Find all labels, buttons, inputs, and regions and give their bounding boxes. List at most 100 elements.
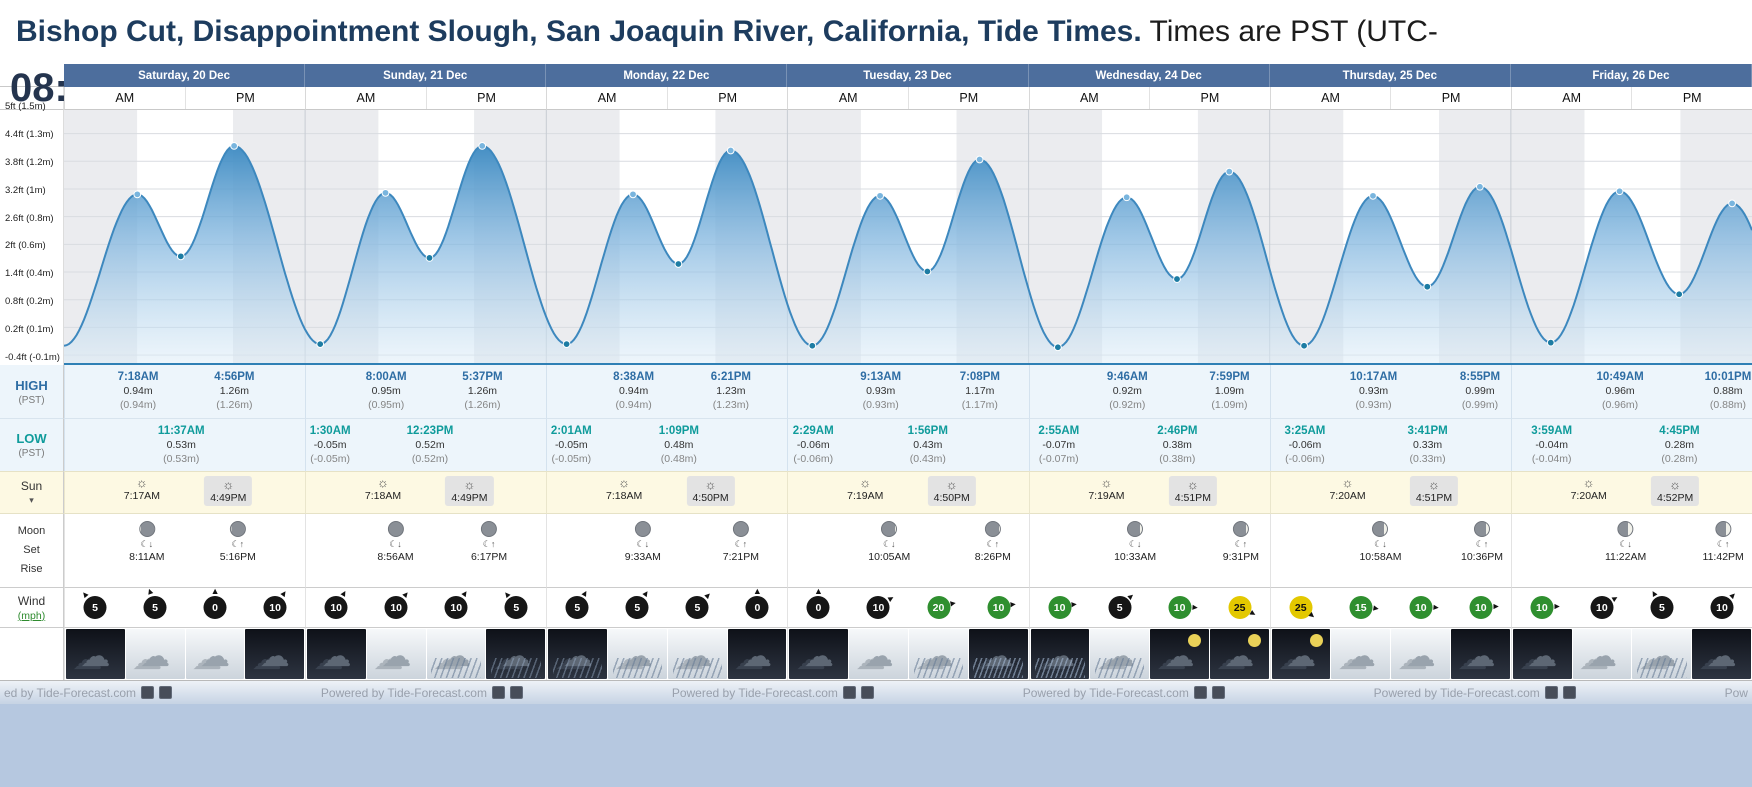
footer-badge-icon[interactable]	[1193, 686, 1207, 699]
low-tide-entry: 2:55AM -0.07m (-0.07m)	[1038, 424, 1079, 466]
day-header: Wednesday, 24 Dec	[1028, 64, 1270, 87]
day-header: Saturday, 20 Dec	[64, 64, 306, 87]
sunset-entry: ☼ 4:49PM	[445, 476, 494, 507]
weather-icon-rain-night: ☁	[548, 629, 608, 679]
sun-cell: ☼ 7:19AM ☼ 4:51PM	[1028, 471, 1270, 514]
sun-expand-caret[interactable]: ▾	[29, 495, 34, 505]
cloud-icon: ☁	[1224, 640, 1255, 673]
sunrise-time: 7:20AM	[1329, 490, 1366, 503]
cloud-icon: ☁	[381, 640, 412, 673]
weather-cell: ☁ ☁ ☁ ☁	[787, 627, 1029, 680]
day-header: Sunday, 21 Dec	[305, 64, 547, 87]
moon-phase-icon	[984, 521, 1001, 537]
high-tide-entry: 5:37PM 1.26m (1.26m)	[462, 370, 502, 412]
low-tide-time: 4:45PM	[1659, 425, 1700, 437]
wind-speed-badge: 10	[1469, 596, 1493, 619]
wind-unit-link[interactable]: (mph)	[17, 609, 46, 622]
moonrise-entry: ☾↑ 5:16PM	[220, 521, 256, 563]
wind-indicator: 10 ▲	[1469, 596, 1501, 619]
cloud-icon: ☁	[1587, 640, 1618, 673]
sun-cell: ☼ 7:19AM ☼ 4:50PM	[787, 471, 1029, 514]
wind-speed-badge: 15	[1349, 596, 1373, 619]
sunset-time: 4:49PM	[451, 492, 488, 505]
footer-badge-icon[interactable]	[141, 686, 155, 699]
wind-indicator: 5 ▲	[685, 588, 715, 619]
footer-badge-icon[interactable]	[491, 686, 505, 699]
wind-indicator: 10 ▲	[1048, 596, 1080, 619]
sun-cell: ☼ 7:17AM ☼ 4:49PM	[64, 471, 306, 514]
footer-badge-icon[interactable]	[842, 686, 856, 699]
cloud-icon: ☁	[803, 640, 834, 673]
footer-badge-icon[interactable]	[509, 686, 523, 699]
ampm-row-cell: AM PM	[64, 87, 306, 110]
high-tide-time: 10:49AM	[1596, 371, 1644, 383]
high-tide-time: 6:21PM	[710, 371, 752, 383]
low-tide-cell: 11:37AM 0.53m (0.53m)	[64, 419, 306, 471]
low-tide-height-alt: (0.48m)	[660, 452, 697, 465]
high-tide-entry: 7:08PM 1.17m (1.17m)	[960, 370, 1000, 412]
wind-speed-badge: 10	[987, 596, 1011, 619]
wind-speed-badge: 5	[143, 596, 167, 619]
wind-speed-badge: 5	[625, 596, 649, 619]
ampm-corner	[0, 87, 64, 110]
high-tide-entry: 8:55PM 0.99m (0.99m)	[1460, 370, 1500, 412]
cloud-icon: ☁	[742, 640, 773, 673]
low-tide-height: 0.53m	[166, 438, 196, 451]
low-tide-height: -0.05m	[313, 438, 347, 451]
footer-credit: ed by Tide-Forecast.com	[4, 686, 173, 700]
weather-icon-overcast: ☁	[125, 629, 185, 679]
low-row-label: LOW (PST)	[0, 419, 64, 471]
footer-credit: Powered by Tide-Forecast.com	[672, 686, 874, 700]
footer-credit-text: Powered by Tide-Forecast.com	[1022, 685, 1189, 700]
sunrise-time: 7:18AM	[606, 490, 643, 503]
moonset-icon: ☾↓	[636, 539, 650, 549]
low-tide-cell: 2:01AM -0.05m (-0.05m) 1:09PM 0.48m (0.48m)	[546, 419, 788, 471]
footer-badge-icon[interactable]	[159, 686, 173, 699]
high-tide-height: 0.99m	[1465, 384, 1495, 397]
footer-badge-icon[interactable]	[1544, 686, 1558, 699]
wind-direction-arrow: ▲	[1552, 601, 1563, 611]
ampm-row-cell: AM PM	[546, 87, 788, 110]
moonrise-icon: ☾↑	[1475, 539, 1489, 549]
moonrise-icon: ☾↑	[734, 539, 748, 549]
wind-row-label: Wind (mph)	[0, 587, 64, 627]
wind-cell: 0 ▲ 10 ▲ 20 ▲ 10 ▲	[787, 586, 1029, 627]
low-tide-height: -0.07m	[1042, 438, 1076, 451]
y-axis-label: 5ft (1.5m)	[5, 100, 46, 112]
wind-indicator: 10 ▲	[1409, 596, 1442, 619]
moonset-entry: ☾↓ 11:22AM	[1605, 521, 1646, 563]
moonset-entry: ☾↓ 10:58AM	[1359, 521, 1401, 563]
high-tide-height: 0.94m	[123, 384, 153, 397]
footer-badge-icon[interactable]	[860, 686, 874, 699]
moon-phase-icon	[1474, 521, 1491, 537]
forecast-table: Saturday, 20 Dec Sunday, 21 Dec Monday, 22…	[0, 64, 1752, 680]
low-tide-entry: 1:56PM 0.43m (0.43m)	[908, 424, 948, 466]
sunset-time: 4:49PM	[210, 492, 247, 505]
moon-phase-icon	[1232, 521, 1249, 537]
cloud-icon: ☁	[622, 640, 653, 673]
moon-row-label: Moon Set Rise	[0, 514, 64, 587]
sunrise-icon: ☼	[377, 475, 389, 490]
weather-icon-rain: ☁	[608, 629, 667, 679]
footer-badge-icon[interactable]	[1211, 686, 1225, 699]
low-tide-height: 0.38m	[1162, 438, 1192, 451]
high-tide-time: 9:46AM	[1106, 371, 1148, 383]
sunset-entry: ☼ 4:51PM	[1168, 476, 1217, 507]
low-tide-entry: 1:30AM -0.05m (-0.05m)	[310, 424, 351, 466]
footer-badge-icon[interactable]	[1562, 686, 1576, 699]
low-tide-entry: 3:41PM 0.33m (0.33m)	[1407, 424, 1447, 466]
moonrise-time: 7:21PM	[722, 551, 759, 563]
moonrise-entry: ☾↑ 10:36PM	[1461, 521, 1503, 563]
high-tide-time: 8:55PM	[1459, 371, 1501, 383]
sunrise-entry: ☼ 7:18AM	[606, 475, 643, 503]
low-tide-entry: 3:59AM -0.04m (-0.04m)	[1531, 424, 1572, 466]
y-axis-label: 3.2ft (1m)	[5, 184, 46, 196]
high-tide-time: 7:59PM	[1209, 371, 1250, 383]
low-tide-entry: 3:25AM -0.06m (-0.06m)	[1284, 424, 1325, 466]
cloud-icon: ☁	[1345, 640, 1376, 673]
sunrise-entry: ☼ 7:17AM	[124, 475, 160, 502]
high-tide-time: 7:08PM	[959, 371, 1000, 383]
pst-label: (PST)	[18, 448, 45, 459]
high-tide-cell: 10:49AM 0.96m (0.96m) 10:01PM 0.88m (0.88m)	[1510, 365, 1752, 419]
moonrise-icon: ☾↑	[1234, 539, 1248, 549]
